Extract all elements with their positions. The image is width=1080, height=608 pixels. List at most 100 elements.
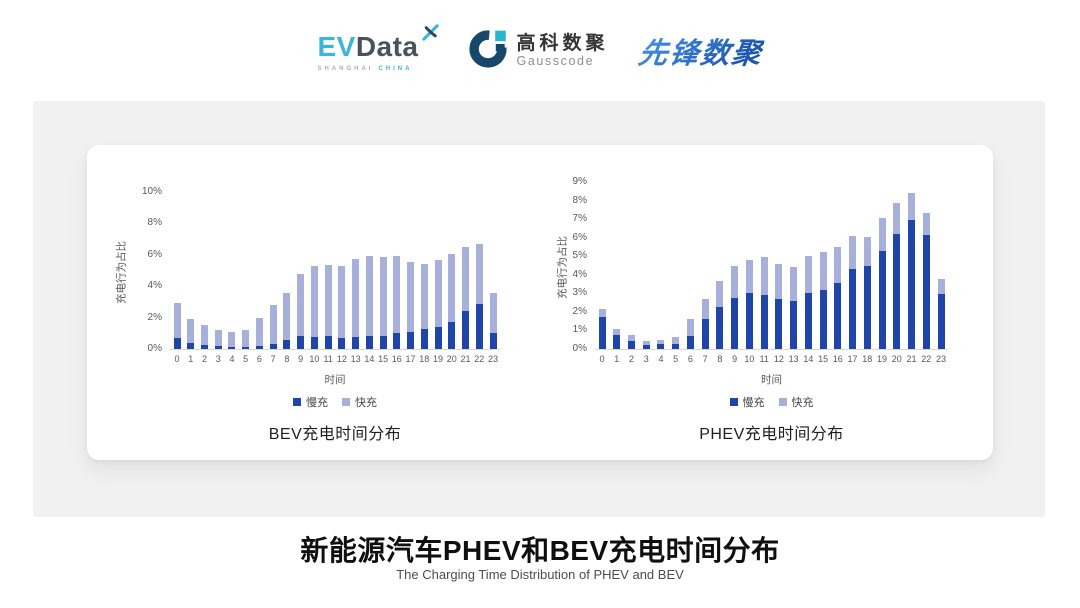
bar-segment-fast — [849, 235, 857, 270]
slow-charge-swatch-icon — [293, 398, 301, 406]
bar-segment-slow — [613, 335, 621, 349]
bar-segment-slow — [760, 295, 768, 349]
bar-segment-fast — [269, 305, 277, 344]
bar-segment-slow — [863, 265, 871, 349]
fast-charge-swatch-icon — [342, 398, 350, 406]
x-tick-label: 16 — [832, 354, 843, 364]
bar-segment-slow — [255, 345, 263, 349]
y-tick-label: 4% — [147, 280, 162, 292]
bar-segment-slow — [283, 340, 291, 349]
x-tick-label: 19 — [877, 354, 888, 364]
bar-segment-slow — [420, 329, 428, 349]
x-tick-label: 19 — [433, 354, 444, 364]
bar-segment-fast — [365, 256, 373, 337]
evdata-ev-text: EV — [317, 30, 356, 62]
bar-segment-slow — [448, 321, 456, 349]
gausscode-wordmark: 高科数聚 Gausscode — [517, 34, 609, 68]
bar-segment-fast — [657, 339, 665, 345]
x-tick-label: 2 — [628, 354, 634, 364]
x-tick-label: 22 — [474, 354, 485, 364]
bar-segment-fast — [448, 254, 456, 322]
bar-segment-fast — [200, 325, 208, 346]
bar-segment-slow — [365, 336, 373, 349]
bar-segment-fast — [701, 298, 709, 320]
bar-segment-slow — [908, 220, 916, 349]
bar-segment-slow — [407, 331, 415, 349]
bar-segment-slow — [242, 346, 250, 349]
bar-segment-fast — [627, 335, 635, 341]
x-tick-label: 6 — [687, 354, 693, 364]
bar-segment-slow — [849, 269, 857, 349]
x-tick-label: 4 — [229, 354, 235, 364]
legend-item-slow: 慢充 — [729, 394, 765, 410]
gausscode-g-icon — [468, 29, 508, 74]
x-tick-label: 21 — [460, 354, 471, 364]
bar-segment-slow — [475, 304, 483, 349]
evdata-subtitle: SHANGHAI CHINA — [317, 66, 412, 72]
bar-segment-slow — [297, 335, 305, 349]
x-tick-label: 12 — [336, 354, 347, 364]
legend-item-fast: 快充 — [342, 394, 377, 410]
bar-segment-slow — [790, 300, 798, 349]
y-tick-label: 4% — [572, 268, 587, 280]
bar-segment-fast — [672, 336, 680, 345]
bar-segment-slow — [745, 293, 753, 349]
bar-segment-fast — [613, 328, 621, 336]
evdata-china-text: CHINA — [378, 65, 413, 72]
y-tick-label: 5% — [572, 250, 587, 262]
bar-segment-fast — [283, 292, 291, 341]
bar-segment-fast — [379, 257, 387, 337]
bar-segment-fast — [878, 218, 886, 251]
bar-segment-fast — [255, 317, 263, 346]
evdata-shanghai-text: SHANGHAI — [317, 65, 374, 72]
x-tick-label: 1 — [614, 354, 620, 364]
bar-segment-fast — [393, 256, 401, 334]
bev-chart-caption: BEV充电时间分布 — [268, 426, 402, 443]
x-tick-label: 14 — [803, 354, 814, 364]
legend-label-fast: 快充 — [355, 397, 377, 409]
bar-segment-slow — [657, 344, 665, 349]
evdata-logo: EV Data SHANGHAI CHINA — [317, 23, 439, 72]
bar-segment-slow — [716, 307, 724, 349]
bar-segment-slow — [214, 345, 222, 349]
legend-item-fast: 快充 — [778, 394, 814, 410]
x-tick-label: 21 — [906, 354, 917, 364]
pioneer-logo: 先锋数聚 — [636, 30, 766, 72]
bar-segment-slow — [187, 342, 195, 349]
phev-x-axis-title: 时间 — [761, 374, 782, 386]
x-tick-label: 9 — [732, 354, 738, 364]
legend-label-slow: 慢充 — [306, 397, 328, 409]
bar-segment-fast — [598, 309, 606, 318]
x-tick-label: 1 — [188, 354, 194, 364]
bar-segment-fast — [324, 265, 332, 337]
x-tick-label: 5 — [673, 354, 679, 364]
x-tick-label: 13 — [788, 354, 799, 364]
gausscode-cn-text: 高科数聚 — [516, 32, 609, 54]
bar-segment-slow — [489, 333, 497, 349]
bar-segment-slow — [686, 336, 694, 349]
bar-segment-fast — [407, 261, 415, 332]
x-tick-label: 20 — [446, 354, 457, 364]
bar-segment-slow — [701, 319, 709, 349]
x-tick-label: 0 — [599, 354, 605, 364]
phev-legend: 慢充 快充 — [595, 394, 948, 410]
bar-segment-fast — [297, 274, 305, 336]
page-subtitle: The Charging Time Distribution of PHEV a… — [396, 567, 684, 582]
bar-segment-fast — [187, 319, 195, 343]
bar-segment-fast — [760, 257, 768, 296]
bar-segment-slow — [804, 293, 812, 349]
x-tick-label: 12 — [773, 354, 784, 364]
bar-segment-fast — [804, 256, 812, 294]
fast-charge-swatch-icon — [778, 398, 787, 406]
bar-segment-fast — [228, 331, 236, 347]
bar-segment-fast — [173, 303, 181, 339]
y-tick-label: 2% — [572, 305, 587, 317]
x-tick-label: 5 — [243, 354, 249, 364]
gausscode-logo: 高科数聚 Gausscode — [468, 29, 609, 74]
bar-segment-slow — [893, 233, 901, 349]
bar-segment-fast — [642, 340, 650, 346]
y-tick-label: 3% — [572, 287, 587, 299]
y-tick-label: 0% — [572, 343, 587, 354]
x-tick-label: 18 — [419, 354, 430, 364]
